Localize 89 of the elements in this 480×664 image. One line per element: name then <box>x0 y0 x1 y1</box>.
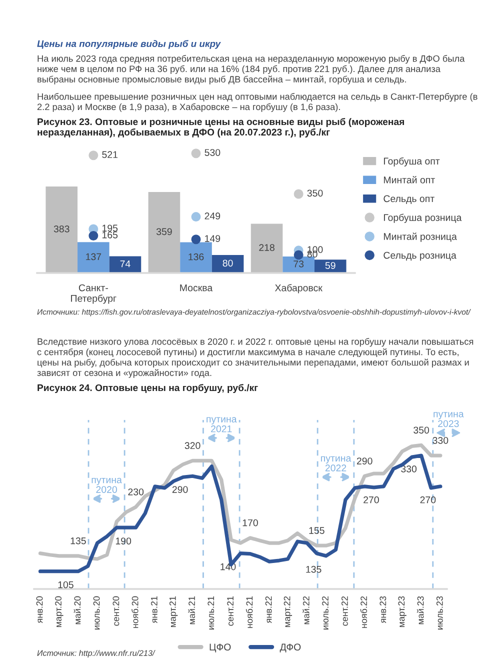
legend-label: ЦФО <box>210 644 231 652</box>
data-label: 383 <box>54 226 70 232</box>
x-tick-label: нояб.20 <box>132 596 138 628</box>
data-label: 135 <box>70 537 86 544</box>
ref-line-label: путина 2020 <box>92 478 122 494</box>
data-label: 73 <box>294 260 304 268</box>
data-label: 350 <box>307 190 323 197</box>
text: Наибольшее превышение розничных цен над оптовыми наблюдается на сельдь в Санкт-Петербурге (в 2.2 раза) и Москве (в 1,9 раза), в Хабаровске – на горбушу (в 1,6 раза). <box>37 93 478 112</box>
data-label: 330 <box>401 466 417 472</box>
legend-label: Сельдь розница <box>384 252 456 261</box>
bar <box>180 242 212 273</box>
bar <box>78 242 110 273</box>
data-label: 350 <box>414 426 430 434</box>
x-tick-label: нояб.22 <box>360 596 368 628</box>
x-tick-label: июль.22 <box>322 596 328 630</box>
ref-line-label: путина 2023 <box>434 412 464 428</box>
x-tick-label: сент.20 <box>112 596 120 626</box>
chart-title: Рисунок 23. Оптовые и розничные цены на основные виды рыб (мороженая неразделанная), добываемых в ДФО (на 20.07.2023 г.), руб./кг <box>38 118 404 138</box>
point <box>191 212 201 222</box>
legend-label: Минтай опт <box>384 176 435 184</box>
data-label: 80 <box>222 260 233 267</box>
x-tick-label: март.21 <box>169 596 178 628</box>
data-label: 530 <box>204 149 220 156</box>
data-label: 165 <box>102 231 118 238</box>
data-label: 330 <box>432 436 448 444</box>
x-tick-label: янв.21 <box>150 596 158 624</box>
x-tick-label: янв.20 <box>36 596 43 624</box>
data-label: 290 <box>172 486 188 493</box>
legend-label: Горбуша опт <box>384 157 440 166</box>
point <box>88 150 98 160</box>
x-tick-label: Хабаровск <box>274 284 322 294</box>
bar <box>46 186 78 273</box>
text: Источник: http://www.nfr.ru/213/ <box>37 650 156 658</box>
data-label: 190 <box>116 538 132 544</box>
data-label: 218 <box>259 244 274 252</box>
point <box>294 250 304 260</box>
text: Вследствие низкого улова лососёвых в 2020 г. и 2022 г. оптовые цены на горбушу начали повышаться с сентября (конец лососевой путины) и достигли максимума в начале следующей путины. То есть, цены на рыбу, добыча которых происходит со значительными перепадами, имеют большой размах и зависят от сезона и «урожайности» года. <box>37 338 474 378</box>
x-tick-label: сент.21 <box>227 596 234 626</box>
data-label: 137 <box>86 253 102 260</box>
point <box>88 231 98 241</box>
x-tick-label: сент.22 <box>342 596 348 626</box>
x-tick-label: март.22 <box>284 596 292 628</box>
bar <box>148 192 180 273</box>
x-tick-label: Москва <box>180 284 213 292</box>
data-label: 59 <box>325 262 336 269</box>
point <box>191 234 201 244</box>
data-label: 135 <box>306 566 322 573</box>
x-tick-label: июль.23 <box>436 596 443 630</box>
chart-title: Рисунок 24. Оптовые цены на горбушу, руб./кг <box>38 384 258 394</box>
point <box>191 148 201 158</box>
data-label: 149 <box>205 235 220 242</box>
x-tick-label: май.20 <box>74 596 81 624</box>
x-tick-label: Санкт-Петербург <box>71 284 116 304</box>
x-tick-label: янв.22 <box>265 596 272 624</box>
data-label: 320 <box>184 442 200 450</box>
x-tick-label: март.20 <box>55 596 64 628</box>
data-label: 270 <box>364 496 379 504</box>
ref-line-label: путина 2022 <box>321 456 352 472</box>
text: Цены на популярные виды рыб и икру <box>37 40 221 49</box>
data-label: 136 <box>188 253 204 260</box>
x-tick-label: май.21 <box>188 596 195 624</box>
legend-label: ДФО <box>280 644 301 652</box>
point <box>294 189 304 199</box>
x-tick-label: март.23 <box>398 596 406 628</box>
x-tick-label: май.22 <box>302 596 310 624</box>
x-tick-label: май.23 <box>416 596 424 624</box>
data-label: 100 <box>308 246 323 254</box>
x-tick-label: нояб.21 <box>246 596 253 628</box>
data-label: 170 <box>242 519 258 526</box>
legend-label: Сельдь опт <box>384 195 434 204</box>
legend-label: Минтай розница <box>384 232 457 242</box>
legend-label: Горбуша розница <box>384 214 462 223</box>
data-label: 359 <box>156 228 172 236</box>
data-label: 249 <box>204 212 220 220</box>
data-label: 290 <box>356 458 372 464</box>
x-tick-label: янв.23 <box>380 596 386 624</box>
x-tick-label: июль.21 <box>208 596 214 630</box>
x-tick-label: июль.20 <box>93 596 100 630</box>
ref-line-label: путина 2021 <box>206 417 237 432</box>
data-label: 230 <box>128 488 144 496</box>
data-label: 105 <box>58 581 74 588</box>
data-label: 80 <box>307 250 318 258</box>
text: На июль 2023 года средняя потребительская цена на неразделанную мороженую рыбу в ДФО была ниже чем в целом по РФ на 36 руб. или на 16% (184 руб. против 221 руб.). Далее для анализа выбраны основные промысловые виды рыб ДВ бассейна – минтай, горбуша и сельдь. <box>38 55 465 84</box>
data-label: 195 <box>102 224 118 232</box>
bar <box>250 224 283 273</box>
data-label: 74 <box>120 260 130 268</box>
data-label: 521 <box>102 151 118 158</box>
data-label: 270 <box>420 496 436 504</box>
data-label: 155 <box>309 527 324 534</box>
